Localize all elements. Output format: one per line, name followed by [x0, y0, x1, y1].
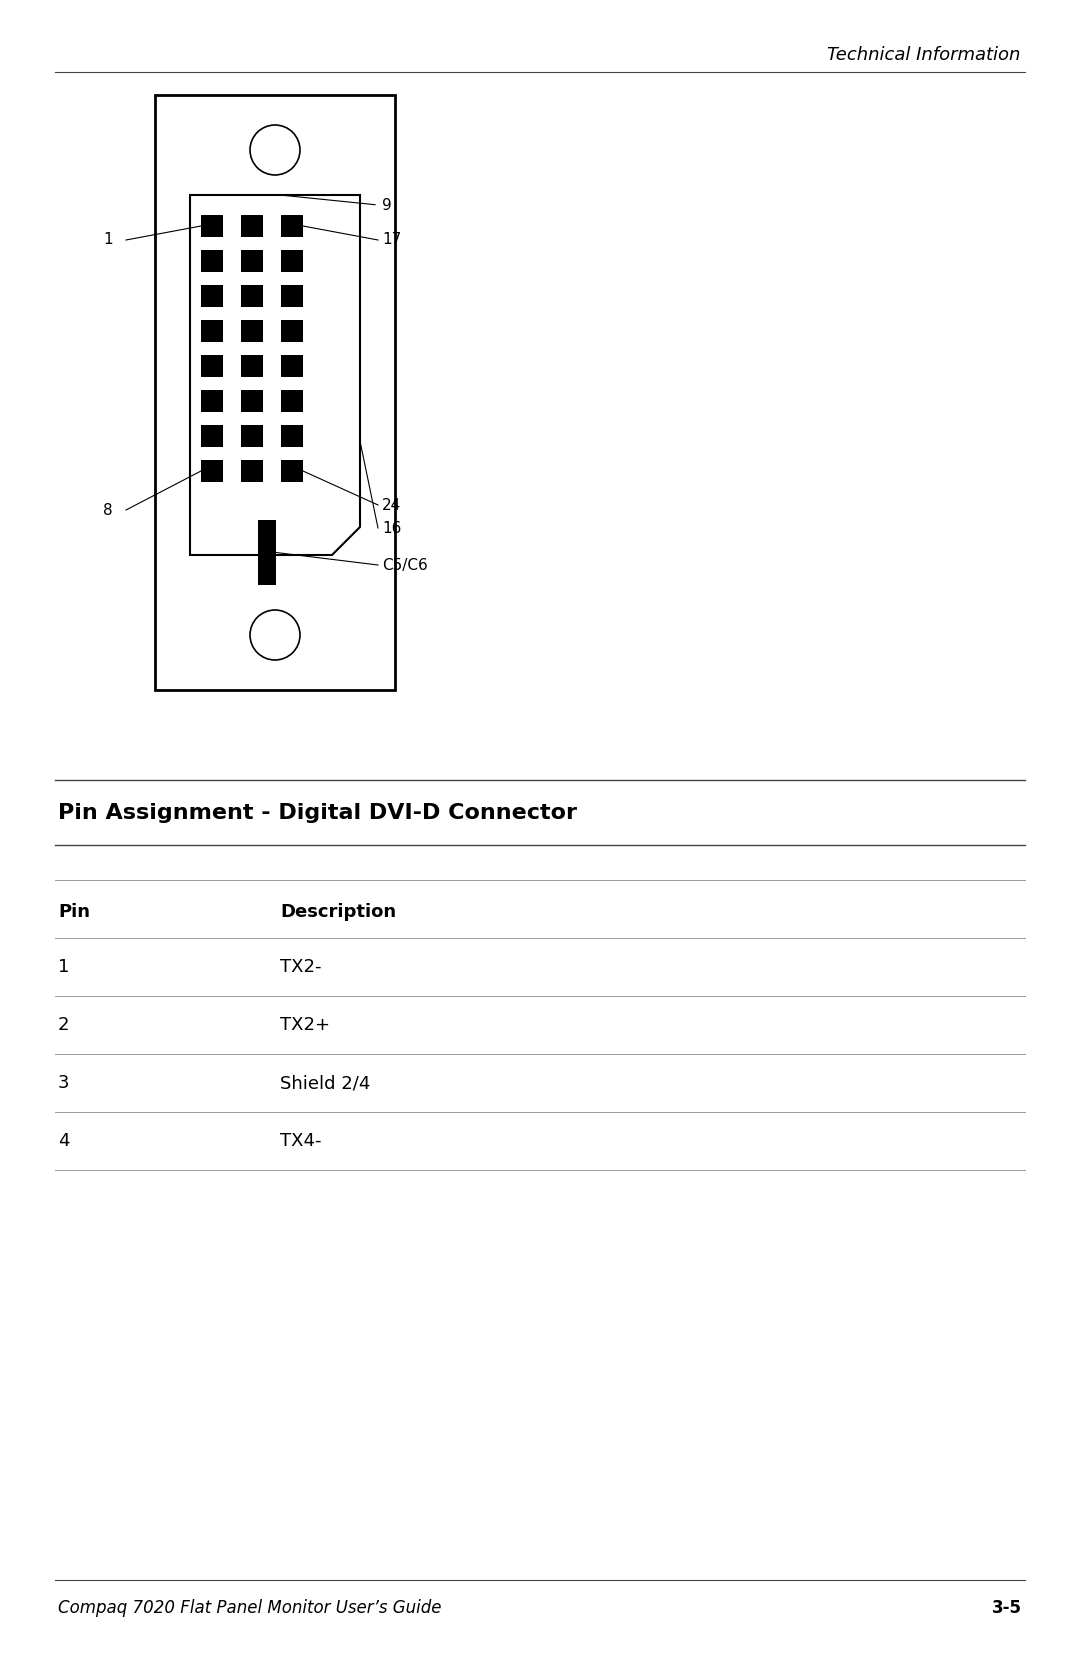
- Bar: [241, 355, 264, 377]
- Bar: [201, 250, 222, 272]
- Bar: [241, 285, 264, 307]
- Bar: [281, 426, 303, 447]
- Text: 3: 3: [58, 1073, 69, 1092]
- Bar: [258, 521, 276, 586]
- Text: 9: 9: [382, 197, 392, 212]
- Ellipse shape: [249, 125, 300, 175]
- Bar: [201, 391, 222, 412]
- Text: Shield 2/4: Shield 2/4: [280, 1073, 370, 1092]
- Bar: [241, 461, 264, 482]
- Bar: [281, 391, 303, 412]
- Bar: [281, 250, 303, 272]
- Text: 3-5: 3-5: [993, 1599, 1022, 1617]
- Text: TX2-: TX2-: [280, 958, 322, 976]
- Text: Description: Description: [280, 903, 396, 921]
- Bar: [201, 355, 222, 377]
- Bar: [241, 426, 264, 447]
- Bar: [281, 285, 303, 307]
- Text: 1: 1: [58, 958, 69, 976]
- Bar: [241, 215, 264, 237]
- Text: 24: 24: [382, 497, 402, 512]
- Text: 17: 17: [382, 232, 402, 247]
- Bar: [201, 215, 222, 237]
- Polygon shape: [190, 195, 360, 556]
- Bar: [281, 215, 303, 237]
- Text: 16: 16: [382, 521, 402, 536]
- Bar: [201, 320, 222, 342]
- Bar: [156, 95, 395, 689]
- Bar: [241, 250, 264, 272]
- Bar: [281, 320, 303, 342]
- Bar: [201, 461, 222, 482]
- Bar: [201, 426, 222, 447]
- Bar: [241, 391, 264, 412]
- Text: Pin: Pin: [58, 903, 90, 921]
- Text: TX4-: TX4-: [280, 1132, 322, 1150]
- Bar: [201, 285, 222, 307]
- Text: C5/C6: C5/C6: [382, 557, 428, 572]
- Bar: [281, 355, 303, 377]
- Text: Compaq 7020 Flat Panel Monitor User’s Guide: Compaq 7020 Flat Panel Monitor User’s Gu…: [58, 1599, 442, 1617]
- Text: TX2+: TX2+: [280, 1016, 330, 1035]
- Text: 2: 2: [58, 1016, 69, 1035]
- Text: Pin Assignment - Digital DVI-D Connector: Pin Assignment - Digital DVI-D Connector: [58, 803, 577, 823]
- Ellipse shape: [249, 609, 300, 659]
- Bar: [281, 461, 303, 482]
- Bar: [241, 320, 264, 342]
- Text: Technical Information: Technical Information: [826, 47, 1020, 63]
- Text: 8: 8: [104, 502, 113, 517]
- Text: 1: 1: [104, 232, 113, 247]
- Text: 4: 4: [58, 1132, 69, 1150]
